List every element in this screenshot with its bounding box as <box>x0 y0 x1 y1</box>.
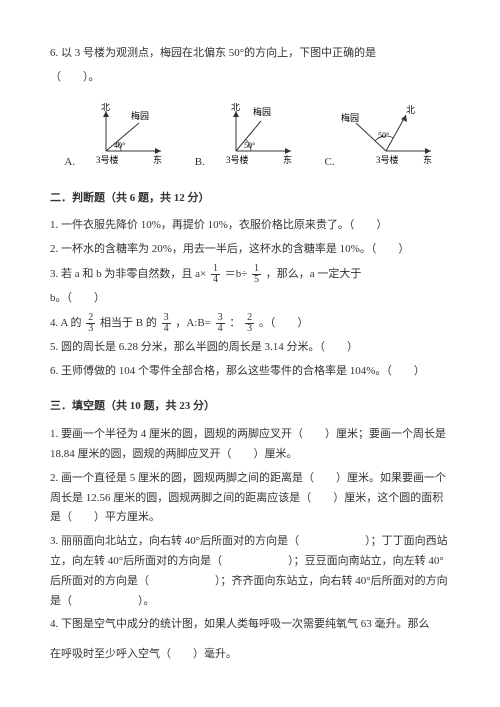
svg-text:40°: 40° <box>114 141 125 150</box>
svg-text:北: 北 <box>231 103 240 112</box>
s3-q1: 1. 要画一个半径为 4 厘米的圆，圆规的两脚应叉开（ ）厘米；要画一个周长是 … <box>50 425 450 465</box>
s3-q2: 2. 画一个直径是 5 厘米的圆，圆规两脚之间的距离是（ ）厘米。如果要画一个周… <box>50 469 450 528</box>
svg-text:东: 东 <box>153 154 162 165</box>
s3-q3: 3. 丽丽面向北站立，向右转 40°后所面对的方向是（ ）；丁丁面向西站立，向左… <box>50 532 450 611</box>
q6-paren: （ ）。 <box>50 68 450 88</box>
q6-text: 6. 以 3 号楼为观测点，梅园在北偏东 50°的方向上，下图中正确的是 <box>50 44 450 64</box>
section2-title: 二．判断题（共 6 题，共 12 分） <box>50 189 450 209</box>
diagram-b: B. 北 东 3号楼 梅园 50° <box>195 103 296 173</box>
option-label-a: A. <box>64 153 75 173</box>
svg-text:北: 北 <box>101 103 110 112</box>
option-label-b: B. <box>195 153 205 173</box>
svg-text:3号楼: 3号楼 <box>226 154 249 165</box>
svg-text:梅园: 梅园 <box>253 106 271 117</box>
svg-text:梅园: 梅园 <box>341 112 359 123</box>
option-label-c: C. <box>325 153 335 173</box>
diagram-a: A. 北 东 3号楼 梅园 40° <box>64 103 166 173</box>
s3-q4b: 在呼吸时至少呼入空气（ ）毫升。 <box>50 645 450 665</box>
svg-text:东: 东 <box>423 154 432 165</box>
compass-diagram-a: 北 东 3号楼 梅园 40° <box>81 103 166 173</box>
s2-q6: 6. 王师傅做的 104 个零件全部合格，那么这些零件的合格率是 104%。（ … <box>50 362 450 382</box>
s2-q3: 3. 若 a 和 b 为非零自然数，且 a× 14 ＝b÷ 15 ，那么，a 一… <box>50 264 450 285</box>
svg-text:50°: 50° <box>378 131 389 140</box>
svg-text:东: 东 <box>283 154 292 165</box>
s2-q1: 1. 一件衣服先降价 10%，再提价 10%，衣服价格比原来贵了。（ ） <box>50 216 450 236</box>
compass-diagram-b: 北 东 3号楼 梅园 50° <box>211 103 296 173</box>
section3-title: 三．填空题（共 10 题，共 23 分） <box>50 397 450 417</box>
svg-text:北: 北 <box>406 105 415 115</box>
svg-text:3号楼: 3号楼 <box>96 154 119 165</box>
q6-diagrams: A. 北 东 3号楼 梅园 40° B. 北 东 3号楼 梅园 <box>50 103 450 173</box>
diagram-c: C. 北 东 3号楼 梅园 50° <box>325 103 436 173</box>
compass-diagram-c: 北 东 3号楼 梅园 50° <box>341 103 436 173</box>
svg-text:梅园: 梅园 <box>131 110 149 121</box>
s2-q2: 2. 一杯水的含糖率为 20%，用去一半后，这杯水的含糖率是 10%。（ ） <box>50 240 450 260</box>
s2-q3-cont: b。（ ） <box>50 289 450 309</box>
s2-q4: 4. A 的 23 相当于 B 的 34 ，A:B= 34 ： 23 。（ ） <box>50 313 450 334</box>
svg-text:3号楼: 3号楼 <box>376 154 399 165</box>
s2-q5: 5. 圆的周长是 6.28 分米，那么半圆的周长是 3.14 分米。（ ） <box>50 338 450 358</box>
s3-q4: 4. 下图是空气中成分的统计图，如果人类每呼吸一次需要纯氧气 63 毫升。那么 <box>50 615 450 635</box>
svg-text:50°: 50° <box>244 141 255 150</box>
